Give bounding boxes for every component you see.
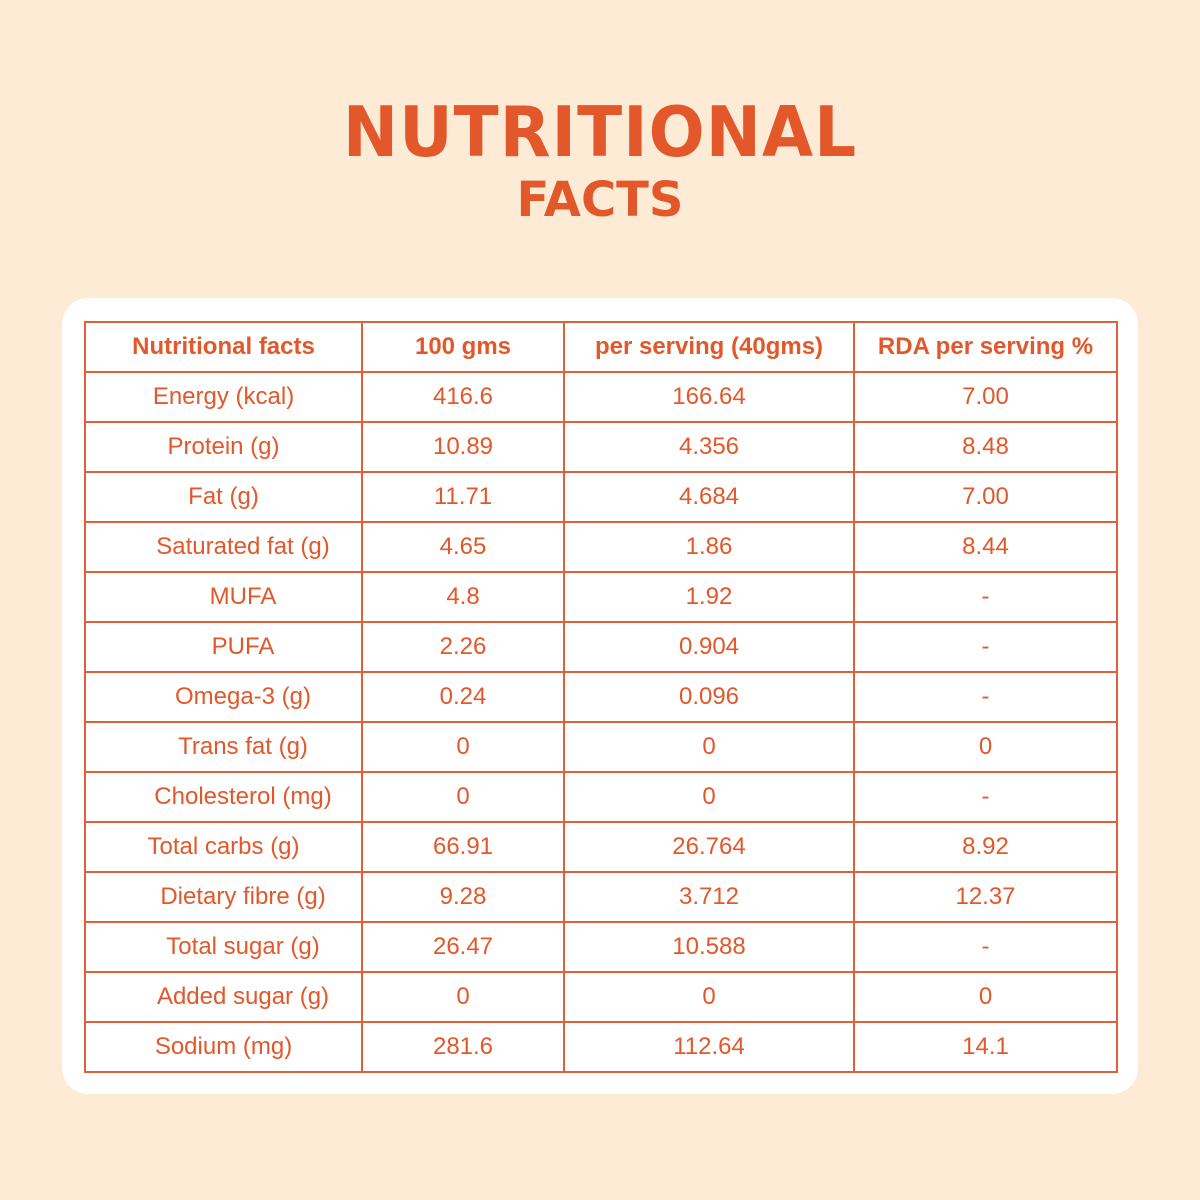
nutrient-label: Saturated fat (g) (84, 521, 363, 573)
value-per-serving: 3.712 (563, 871, 855, 923)
value-rda: 8.48 (853, 421, 1118, 473)
value-rda: 8.44 (853, 521, 1118, 573)
value-100-gms: 4.8 (361, 571, 565, 623)
table-row: Protein (g) 10.89 4.356 8.48 (84, 421, 1118, 473)
value-per-serving: 0.096 (563, 671, 855, 723)
header-nutritional-facts: Nutritional facts (84, 321, 363, 373)
nutrient-label: Omega-3 (g) (84, 671, 363, 723)
nutrient-label: Energy (kcal) (84, 371, 363, 423)
value-rda: - (853, 621, 1118, 673)
value-per-serving: 1.86 (563, 521, 855, 573)
value-100-gms: 26.47 (361, 921, 565, 973)
value-per-serving: 0 (563, 971, 855, 1023)
table-row: Sodium (mg) 281.6 112.64 14.1 (84, 1021, 1118, 1073)
nutrient-label: MUFA (84, 571, 363, 623)
value-per-serving: 4.684 (563, 471, 855, 523)
nutrient-label: Fat (g) (84, 471, 363, 523)
table-row: Energy (kcal) 416.6 166.64 7.00 (84, 371, 1118, 423)
nutrient-label: PUFA (84, 621, 363, 673)
value-100-gms: 0 (361, 771, 565, 823)
value-100-gms: 0.24 (361, 671, 565, 723)
table-row: Trans fat (g) 0 0 0 (84, 721, 1118, 773)
table-row: Cholesterol (mg) 0 0- (84, 771, 1118, 823)
page-title: NUTRITIONAL FACTS (0, 92, 1200, 228)
table-row: Added sugar (g) 0 0 0 (84, 971, 1118, 1023)
value-rda: - (853, 671, 1118, 723)
table-row: Saturated fat (g) 4.65 1.86 8.44 (84, 521, 1118, 573)
table-row: Omega-3 (g) 0.24 0.096- (84, 671, 1118, 723)
table-row: Total sugar (g) 26.47 10.588- (84, 921, 1118, 973)
title-line-2: FACTS (516, 172, 684, 228)
title-line-1: NUTRITIONAL (342, 92, 858, 173)
value-rda: - (853, 921, 1118, 973)
value-100-gms: 10.89 (361, 421, 565, 473)
header-per-serving: per serving (40gms) (563, 321, 855, 373)
nutrient-label: Cholesterol (mg) (84, 771, 363, 823)
value-per-serving: 0 (563, 721, 855, 773)
table-row: MUFA 4.8 1.92- (84, 571, 1118, 623)
value-100-gms: 2.26 (361, 621, 565, 673)
table-body: Energy (kcal) 416.6 166.64 7.00 Protein (g) 1… (84, 371, 1118, 1073)
value-per-serving: 10.588 (563, 921, 855, 973)
value-100-gms: 9.28 (361, 871, 565, 923)
value-100-gms: 416.6 (361, 371, 565, 423)
nutrient-label: Trans fat (g) (84, 721, 363, 773)
value-rda: 7.00 (853, 471, 1118, 523)
value-100-gms: 0 (361, 721, 565, 773)
table-header: Nutritional facts 100 gms per serving (4… (84, 321, 1118, 373)
value-100-gms: 4.65 (361, 521, 565, 573)
nutrient-label: Dietary fibre (g) (84, 871, 363, 923)
value-100-gms: 11.71 (361, 471, 565, 523)
value-100-gms: 0 (361, 971, 565, 1023)
value-rda: 14.1 (853, 1021, 1118, 1073)
header-rda: RDA per serving % (853, 321, 1118, 373)
nutrient-label: Total sugar (g) (84, 921, 363, 973)
value-100-gms: 281.6 (361, 1021, 565, 1073)
value-per-serving: 0.904 (563, 621, 855, 673)
value-per-serving: 4.356 (563, 421, 855, 473)
nutrition-table: Nutritional facts 100 gms per serving (4… (84, 321, 1118, 1073)
value-per-serving: 166.64 (563, 371, 855, 423)
value-rda: 0 (853, 721, 1118, 773)
value-rda: 12.37 (853, 871, 1118, 923)
nutrient-label: Added sugar (g) (84, 971, 363, 1023)
table-row: Total carbs (g) 66.91 26.764 8.92 (84, 821, 1118, 873)
value-rda: - (853, 571, 1118, 623)
value-rda: 7.00 (853, 371, 1118, 423)
table-row: Fat (g) 11.71 4.684 7.00 (84, 471, 1118, 523)
value-per-serving: 0 (563, 771, 855, 823)
nutrient-label: Total carbs (g) (84, 821, 363, 873)
header-100-gms: 100 gms (361, 321, 565, 373)
value-100-gms: 66.91 (361, 821, 565, 873)
nutrient-label: Protein (g) (84, 421, 363, 473)
value-rda: 8.92 (853, 821, 1118, 873)
value-rda: 0 (853, 971, 1118, 1023)
table-row: PUFA 2.26 0.904- (84, 621, 1118, 673)
value-rda: - (853, 771, 1118, 823)
header-row: Nutritional facts 100 gms per serving (4… (84, 321, 1118, 373)
value-per-serving: 112.64 (563, 1021, 855, 1073)
value-per-serving: 1.92 (563, 571, 855, 623)
value-per-serving: 26.764 (563, 821, 855, 873)
table-row: Dietary fibre (g) 9.28 3.712 12.37 (84, 871, 1118, 923)
nutrient-label: Sodium (mg) (84, 1021, 363, 1073)
